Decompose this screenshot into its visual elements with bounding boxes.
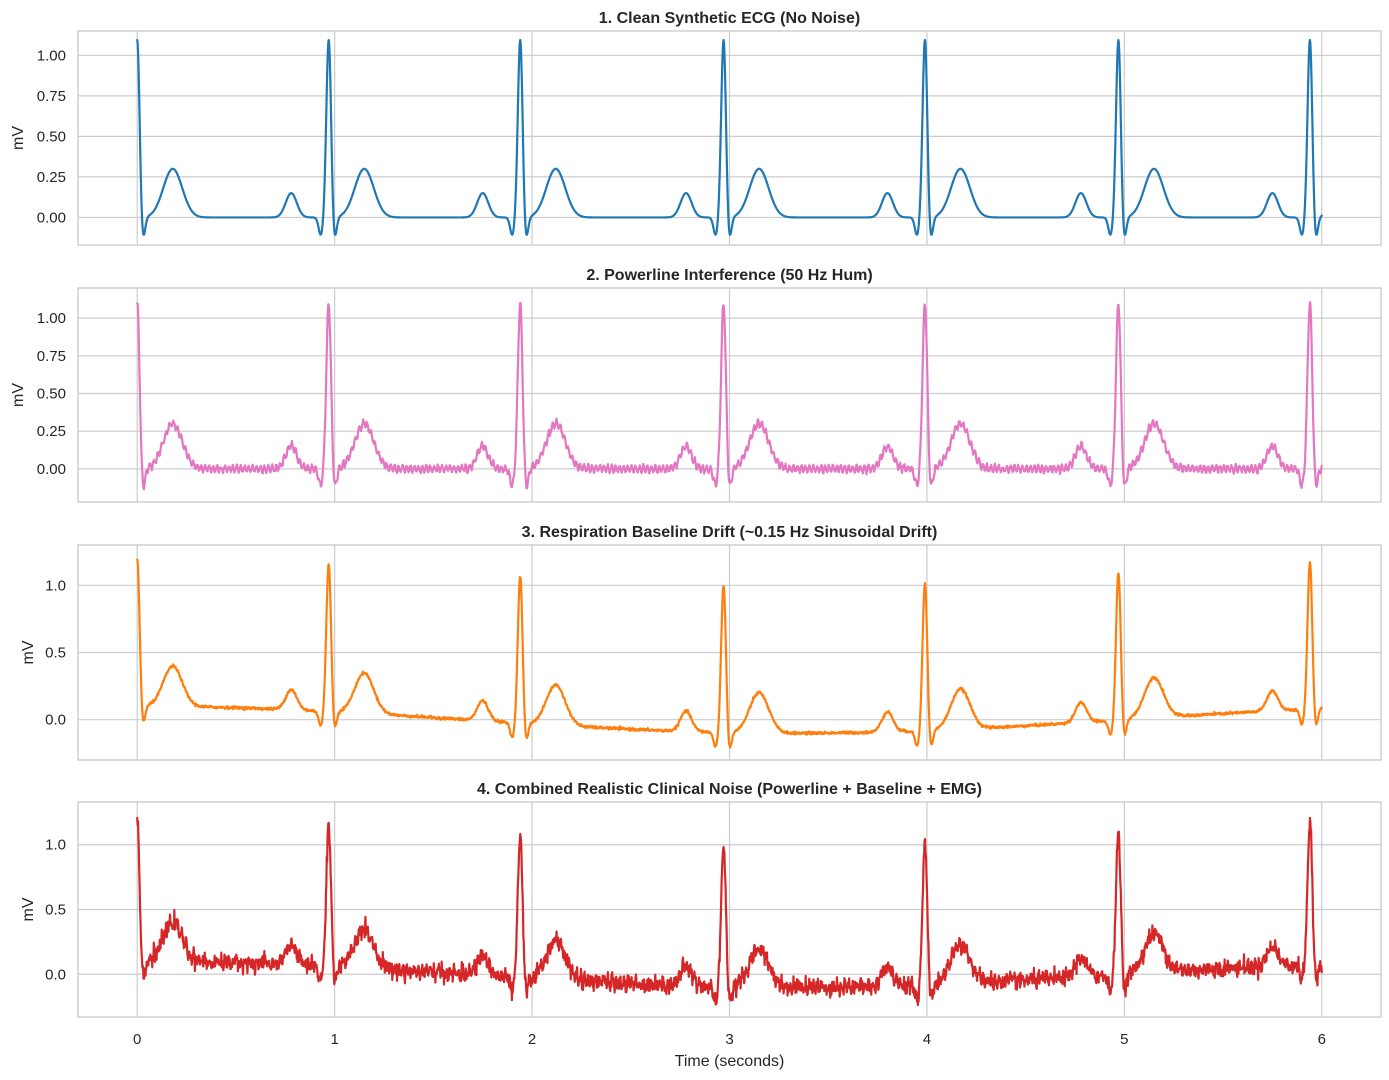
- panel-1-ytick-label: 0.00: [37, 209, 66, 226]
- panel-1-frame: [77, 30, 1382, 246]
- panel-2-ytick-label: 0.25: [37, 423, 66, 440]
- panel-4-title: 4. Combined Realistic Clinical Noise (Po…: [477, 781, 982, 798]
- panel-2-ylabel: mV: [10, 383, 27, 407]
- panel-4-ylabel: mV: [20, 897, 37, 921]
- panel-4-xtick-label: 1: [330, 1031, 338, 1048]
- panel-1-ytick-label: 1.00: [37, 47, 66, 64]
- panel-1-ytick-label: 0.75: [37, 88, 66, 105]
- panel-3-frame: [77, 544, 1382, 761]
- panel-3-title: 3. Respiration Baseline Drift (~0.15 Hz …: [522, 524, 938, 541]
- panel-4-ytick-label: 1.0: [45, 837, 66, 854]
- panel-4-xtick-label: 6: [1318, 1031, 1326, 1048]
- panel-2-title: 2. Powerline Interference (50 Hz Hum): [586, 267, 872, 284]
- panel-2-ytick-label: 0.75: [37, 348, 66, 365]
- panel-2: 0.00 0.25 0.50 0.75 1.00 2. Powerline Interfe…: [10, 267, 1382, 503]
- panel-4-ytick-label: 0.5: [45, 902, 66, 919]
- panel-2-ytick-label: 0.00: [37, 461, 66, 478]
- panel-3-ecg-trace: [136, 558, 1323, 749]
- panel-4-ecg-trace: [136, 816, 1323, 1007]
- panel-4-xtick-label: 2: [528, 1031, 536, 1048]
- panel-1-ytick-label: 0.25: [37, 169, 66, 186]
- panel-2-ecg-trace: [136, 301, 1323, 491]
- panel-3-ytick-label: 1.0: [45, 577, 66, 594]
- panel-3-ylabel: mV: [20, 640, 37, 664]
- panel-1-ytick-label: 0.50: [37, 128, 66, 145]
- panel-1: 0.00 0.25 0.50 0.75 1.00 1. Clean Synthetic E…: [10, 10, 1382, 246]
- panel-4-xtick-label: 5: [1120, 1031, 1128, 1048]
- panel-4: 0.0 0.5 1.0 0 1 2 3 4 5 6 4. Combined Realistic Cl…: [20, 781, 1382, 1070]
- panel-2-ytick-label: 0.50: [37, 385, 66, 402]
- panel-3: 0.0 0.5 1.0 3. Respiration Baseline Drift (…: [20, 524, 1382, 761]
- panel-1-ecg-trace: [136, 38, 1323, 236]
- panel-2-ytick-label: 1.00: [37, 310, 66, 327]
- panel-4-xtick-label: 3: [725, 1031, 733, 1048]
- panel-4-ytick-label: 0.0: [45, 966, 66, 983]
- panel-1-ylabel: mV: [10, 126, 27, 150]
- panel-3-ytick-label: 0.0: [45, 712, 66, 729]
- panel-2-frame: [77, 287, 1382, 503]
- panel-1-title: 1. Clean Synthetic ECG (No Noise): [599, 10, 860, 27]
- panel-4-frame: [77, 801, 1382, 1018]
- x-axis-label: Time (seconds): [675, 1053, 785, 1070]
- panel-4-xtick-label: 4: [923, 1031, 931, 1048]
- panel-4-xtick-label: 0: [133, 1031, 141, 1048]
- panel-3-ytick-label: 0.5: [45, 645, 66, 662]
